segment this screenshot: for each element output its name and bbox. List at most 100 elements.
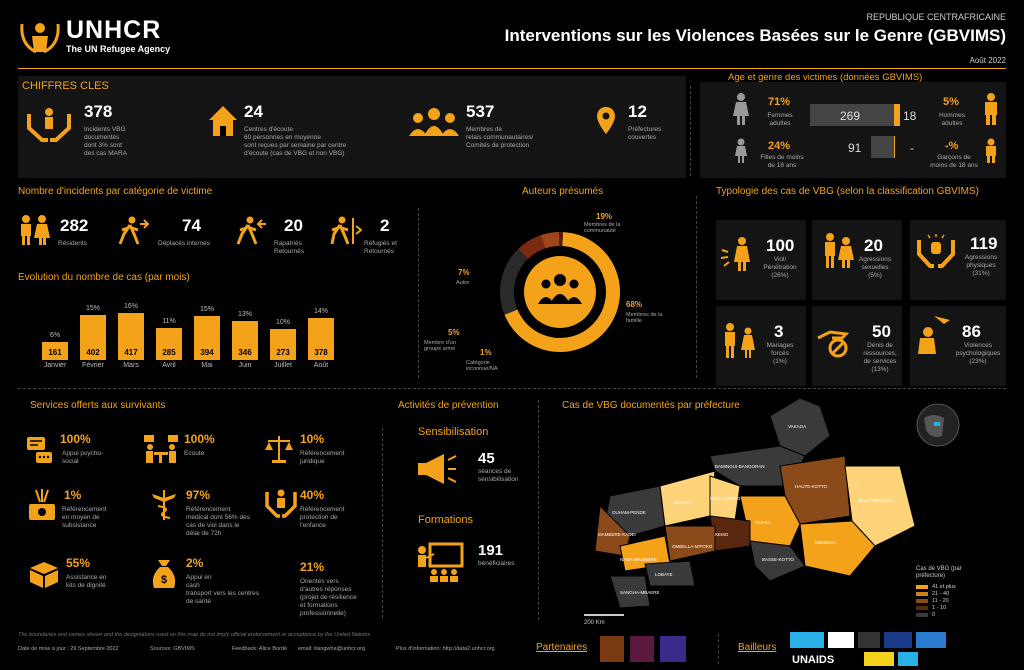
bar-août: 378 bbox=[308, 318, 334, 360]
bar-percent-label: 6% bbox=[49, 332, 61, 339]
idp-label: Déplacés internes bbox=[158, 240, 211, 247]
author-community-pct: 19% bbox=[596, 212, 613, 221]
legend-item: 11 - 20 bbox=[916, 598, 956, 605]
physical-assault-icon bbox=[917, 234, 955, 268]
report-date: Août 2022 bbox=[969, 56, 1006, 65]
typo-sexual-value: 20 bbox=[864, 236, 883, 255]
kf-centres-value: 24 bbox=[244, 102, 263, 121]
svc-livelihood-value: 1% bbox=[64, 488, 82, 502]
month-label: Avril bbox=[162, 362, 176, 369]
psychosocial-icon bbox=[27, 437, 52, 463]
monthly-title: Evolution du nombre de cas (par mois) bbox=[18, 272, 190, 283]
month-label: Janvier bbox=[43, 362, 67, 369]
donor-logo-5 bbox=[916, 632, 946, 648]
bar-percent-label: 16% bbox=[123, 303, 138, 310]
scales-justice-icon bbox=[265, 436, 293, 463]
bar-percent-label: 14% bbox=[313, 308, 328, 315]
bar-value-label: 161 bbox=[48, 348, 62, 357]
prefecture-haut-mbomou bbox=[844, 465, 916, 547]
author-other-pct: 7% bbox=[458, 268, 470, 277]
author-armed-pct: 5% bbox=[448, 328, 460, 337]
kf-incidents-value: 378 bbox=[84, 102, 113, 121]
authors-donut bbox=[500, 232, 620, 352]
psychological-violence-icon bbox=[918, 316, 950, 354]
svc-dignity-label: Assistance en kits de dignité bbox=[66, 574, 107, 589]
svc-psychosocial-value: 100% bbox=[60, 432, 91, 446]
refugees-label: Réfugiés et Retournés bbox=[364, 240, 397, 255]
formations-value: 191 bbox=[478, 542, 504, 559]
megaphone-icon bbox=[418, 454, 457, 484]
footer-date: Date de mise à jour : 29 Septembre 2022 bbox=[18, 646, 119, 652]
bar-avril: 285 bbox=[156, 328, 182, 360]
map-label: OUHAM bbox=[674, 500, 691, 505]
donut-slice bbox=[518, 235, 546, 259]
training-icon bbox=[418, 542, 464, 582]
medical-icon bbox=[152, 490, 176, 520]
footer-more-info[interactable]: Plus d'information: http://data2.unhcr.o… bbox=[396, 646, 495, 652]
page-title: Interventions sur les Violences Basées s… bbox=[504, 26, 1006, 45]
map-legend: 41 et plus 21 - 40 11 - 20 1 - 10 0 bbox=[916, 584, 956, 619]
idp-value: 74 bbox=[182, 216, 201, 235]
map-legend-title: Cas de VBG (par préfecture) bbox=[916, 566, 962, 579]
returnee-icon bbox=[236, 216, 266, 245]
denial-of-resources-icon bbox=[817, 330, 850, 358]
women-pct: 71% bbox=[768, 96, 791, 108]
idp-running-icon bbox=[118, 216, 150, 245]
bar-percent-label: 13% bbox=[237, 311, 252, 318]
typo-physical-label: Agressions physiques (31%) bbox=[964, 254, 998, 277]
svc-legal-value: 10% bbox=[300, 432, 325, 446]
child-protection-icon bbox=[265, 489, 297, 518]
boys-count: - bbox=[910, 141, 914, 155]
partner-logo-3 bbox=[660, 636, 686, 662]
girls-count: 91 bbox=[848, 141, 862, 155]
logo-tagline: The UN Refugee Agency bbox=[66, 44, 171, 54]
men-bar bbox=[894, 104, 900, 126]
partner-logo-2 bbox=[630, 636, 654, 662]
map-label: HAUTE-KOTTO bbox=[795, 484, 828, 489]
svc-child-value: 40% bbox=[300, 488, 325, 502]
map-label: BASSE-KOTTO bbox=[762, 557, 794, 562]
typo-forced-marriage-label: Mariages forcés (1%) bbox=[766, 342, 794, 365]
returnees-value: 20 bbox=[284, 216, 303, 235]
bar-value-label: 402 bbox=[86, 348, 100, 357]
svc-legal-label: Référencement juridique bbox=[300, 450, 345, 465]
location-pin-icon bbox=[597, 107, 615, 134]
footer-email[interactable]: email: bangwha@unhcr.org bbox=[298, 646, 366, 652]
legend-item: 0 bbox=[916, 612, 956, 619]
services-title: Services offerts aux survivants bbox=[30, 400, 166, 411]
svc-other-label: Orientés vers d'autres réponses (projet de… bbox=[300, 578, 357, 617]
author-family-label: Membres de la famille bbox=[626, 312, 663, 324]
bar-value-label: 378 bbox=[314, 348, 328, 357]
svc-listening-label: Ecoute bbox=[184, 450, 205, 457]
donors-label: Bailleurs bbox=[738, 642, 777, 653]
svc-dignity-value: 55% bbox=[66, 556, 91, 570]
donor-logo-3 bbox=[858, 632, 880, 648]
monthly-chart: 161 6% 402 15% 417 16% 285 11% 394 15% 346 13% 273 10… bbox=[36, 292, 340, 360]
age-gender-panel bbox=[700, 82, 1006, 178]
map-scale: 200 Km bbox=[584, 620, 605, 626]
bar-value-label: 394 bbox=[200, 348, 214, 357]
typo-denial-label: Dénis de ressources, de services (13%) bbox=[863, 342, 897, 373]
key-figures-panel bbox=[18, 76, 686, 178]
map-label: OUAKA bbox=[755, 520, 771, 525]
typo-denial-tile bbox=[812, 306, 902, 386]
footer-source: Sources: GBVIMS bbox=[150, 646, 195, 652]
prevention-title: Activités de prévention bbox=[398, 400, 499, 411]
donor-logo-1 bbox=[790, 632, 824, 648]
map-label: BAMINGUI-BANGORAN bbox=[715, 464, 765, 469]
map-label: NANA-GRIBIZI bbox=[710, 496, 740, 501]
month-label: Mai bbox=[201, 362, 213, 369]
prefecture-sangha-mbaere bbox=[609, 575, 651, 609]
svc-cash-value: 2% bbox=[186, 556, 204, 570]
sens-value: 45 bbox=[478, 450, 495, 467]
woman-icon bbox=[733, 93, 749, 125]
header-divider bbox=[18, 68, 1006, 69]
month-label: Août bbox=[313, 362, 329, 369]
bar-percent-label: 15% bbox=[199, 306, 214, 313]
women-count: 269 bbox=[840, 109, 861, 123]
author-community-label: Membres de la communauté bbox=[584, 222, 621, 234]
women-bar bbox=[810, 104, 894, 126]
month-label: Mars bbox=[123, 362, 139, 369]
typo-psych-value: 86 bbox=[962, 322, 981, 341]
logo-name: UNHCR bbox=[66, 16, 162, 44]
